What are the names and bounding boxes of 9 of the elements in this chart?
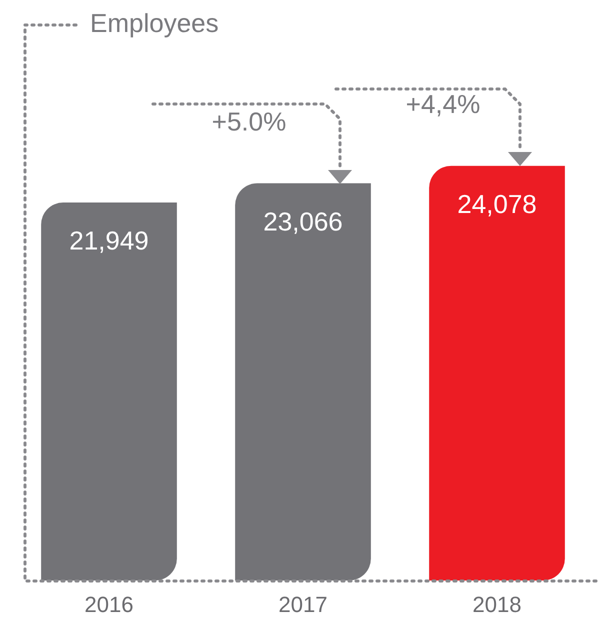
data-label: 21,949	[69, 226, 149, 256]
x-tick-label: 2016	[84, 592, 134, 617]
x-tick-label: 2017	[278, 592, 328, 617]
text: +5.0%	[212, 106, 286, 136]
data-label: 23,066	[263, 206, 343, 236]
text: +4,4%	[406, 89, 480, 120]
chart-title: Employees	[90, 8, 219, 38]
x-tick-label: 2018	[472, 592, 522, 617]
data-label: 24,078	[457, 189, 537, 220]
